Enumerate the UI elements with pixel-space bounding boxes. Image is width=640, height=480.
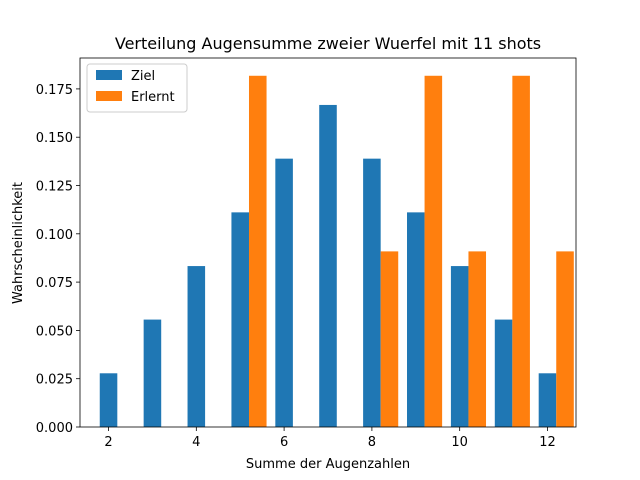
x-axis-label: Summe der Augenzahlen xyxy=(246,457,410,472)
bar-ziel-10 xyxy=(450,266,469,427)
y-tick-label: 0.150 xyxy=(36,131,73,146)
bar-erlernt-8 xyxy=(380,251,399,427)
y-tick-label: 0.100 xyxy=(36,228,73,243)
bar-erlernt-10 xyxy=(468,251,487,427)
bars-group xyxy=(99,75,574,428)
x-tick-label: 6 xyxy=(280,435,288,450)
bar-erlernt-11 xyxy=(512,75,530,428)
bar-ziel-4 xyxy=(187,266,206,427)
y-tick-label: 0.025 xyxy=(36,373,73,388)
legend: Ziel Erlernt xyxy=(86,63,188,113)
bar-ziel-6 xyxy=(275,158,293,427)
x-tick-label: 4 xyxy=(192,435,200,450)
bar-erlernt-12 xyxy=(556,251,574,427)
y-tick-label: 0.175 xyxy=(36,83,73,98)
bar-erlernt-5 xyxy=(248,75,267,428)
y-tick-label: 0.075 xyxy=(36,276,73,291)
bar-ziel-11 xyxy=(494,319,513,427)
x-tick-label: 10 xyxy=(451,435,468,450)
axes-group: 2 4 6 8 10 12 0.000 0.025 0.050 0.075 0.100 0.125 0.… xyxy=(36,57,577,450)
bar-erlernt-9 xyxy=(424,75,443,428)
bar-ziel-3 xyxy=(143,319,162,427)
legend-label-ziel: Ziel xyxy=(131,69,155,84)
x-tick-label: 2 xyxy=(104,435,112,450)
bar-ziel-8 xyxy=(363,158,381,427)
legend-label-erlernt: Erlernt xyxy=(131,90,175,105)
bar-ziel-5 xyxy=(231,212,249,427)
y-tick-label: 0.125 xyxy=(36,180,73,195)
y-tick-label: 0.000 xyxy=(36,421,73,436)
y-axis-label: Wahrscheinlichkeit xyxy=(11,182,26,304)
chart-title: Verteilung Augensumme zweier Wuerfel mit… xyxy=(115,34,541,53)
bar-ziel-2 xyxy=(99,373,118,427)
bar-ziel-9 xyxy=(407,212,425,427)
x-tick-label: 12 xyxy=(539,435,556,450)
x-tick-label: 8 xyxy=(368,435,376,450)
bar-ziel-7 xyxy=(319,104,337,427)
plot-frame xyxy=(79,57,577,428)
legend-swatch-erlernt xyxy=(96,91,122,101)
y-tick-label: 0.050 xyxy=(36,324,73,339)
legend-swatch-ziel xyxy=(96,70,122,80)
bar-ziel-12 xyxy=(538,373,557,427)
